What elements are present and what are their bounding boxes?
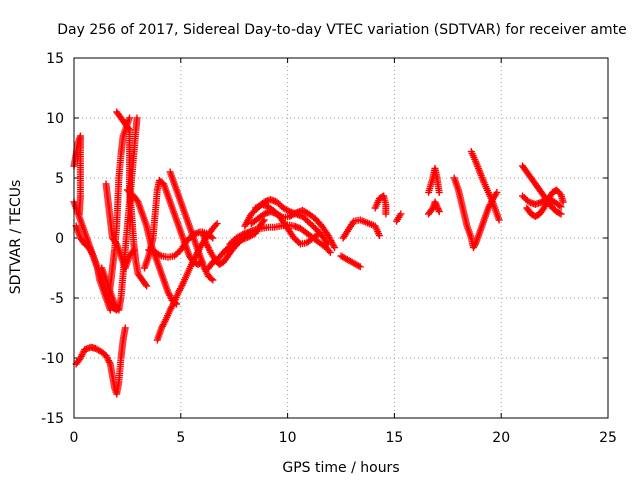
y-tick-label: -15 [41,411,64,427]
series-trace-s [252,200,324,248]
data-point [493,188,501,196]
data-point [432,201,440,209]
data-point [260,216,268,224]
data-point [213,220,221,228]
y-tick-label: -10 [41,351,64,367]
data-point [295,239,303,246]
data-point [106,306,114,314]
series-trace-a [70,132,84,218]
data-point [212,221,220,229]
data-point [557,203,565,211]
data-point [133,114,141,122]
data-point [130,246,138,254]
data-point [209,234,217,242]
data-point [432,200,440,208]
data-point [331,244,339,252]
data-point [156,251,164,259]
data-point [124,125,132,132]
data-point [126,114,134,122]
data-point [207,275,215,283]
series-trace-h [102,180,138,272]
data-point [325,247,333,255]
x-tick-label: 5 [176,430,185,446]
data-point [207,233,215,241]
y-axis-label: SDTVAR / TECUs [8,180,24,295]
chart-title: Day 256 of 2017, Sidereal Day-to-day VTE… [57,22,627,38]
series-trace-ad [519,192,565,211]
grid [74,58,608,418]
data-point [557,210,565,218]
x-tick-label: 15 [385,430,403,446]
data-point [435,206,443,214]
data-point [142,281,150,288]
y-tick-label: 5 [55,171,64,187]
data-point [314,230,322,238]
series-trace-c [72,324,129,398]
data-point [209,276,217,284]
x-tick-label: 10 [279,430,297,446]
series-trace-r [226,221,334,256]
x-tick-label: 20 [492,430,510,446]
y-tick-label: 15 [46,51,64,67]
data-point [237,231,245,239]
data-point [495,216,503,224]
y-tick-label: 10 [46,111,64,127]
series-trace-v [371,192,390,218]
series-trace-u [339,216,383,242]
data-point [143,282,151,290]
series-trace-w [393,210,405,225]
data-point [433,203,441,211]
plot-frame [73,57,609,419]
data-point [555,202,563,210]
data-point [435,208,443,216]
data-point [121,324,129,332]
series-trace-f [98,114,141,314]
y-tick-label: 0 [55,231,64,247]
data-marks [70,108,567,398]
y-tick-label: -5 [50,291,64,307]
data-point [326,248,334,256]
data-point [316,229,324,237]
data-point [397,210,405,218]
series-trace-t [337,252,364,271]
series-trace-y [425,198,443,218]
data-point [375,232,383,240]
series-trace-d [72,222,114,314]
data-point [434,204,442,212]
x-tick-label: 25 [599,430,617,446]
series-trace-x [425,164,443,196]
data-point [356,263,364,271]
series-trace-m [145,228,217,261]
data-point [435,188,443,196]
series-trace-l [166,168,217,284]
data-point [431,198,439,206]
data-point [559,198,567,206]
data-point [556,209,564,217]
series-trace-aa [467,148,503,224]
data-point [129,248,137,255]
series-trace-z [450,174,501,252]
tick-labels: 0 5 10 15 20 25 -15 -10 -5 0 5 10 15 [41,51,617,446]
data-point [284,207,292,215]
x-axis-label: GPS time / hours [282,460,399,476]
data-point [382,210,390,218]
data-point [355,262,363,270]
x-tick-label: 0 [70,430,79,446]
data-point [291,210,299,218]
data-point [259,218,267,225]
